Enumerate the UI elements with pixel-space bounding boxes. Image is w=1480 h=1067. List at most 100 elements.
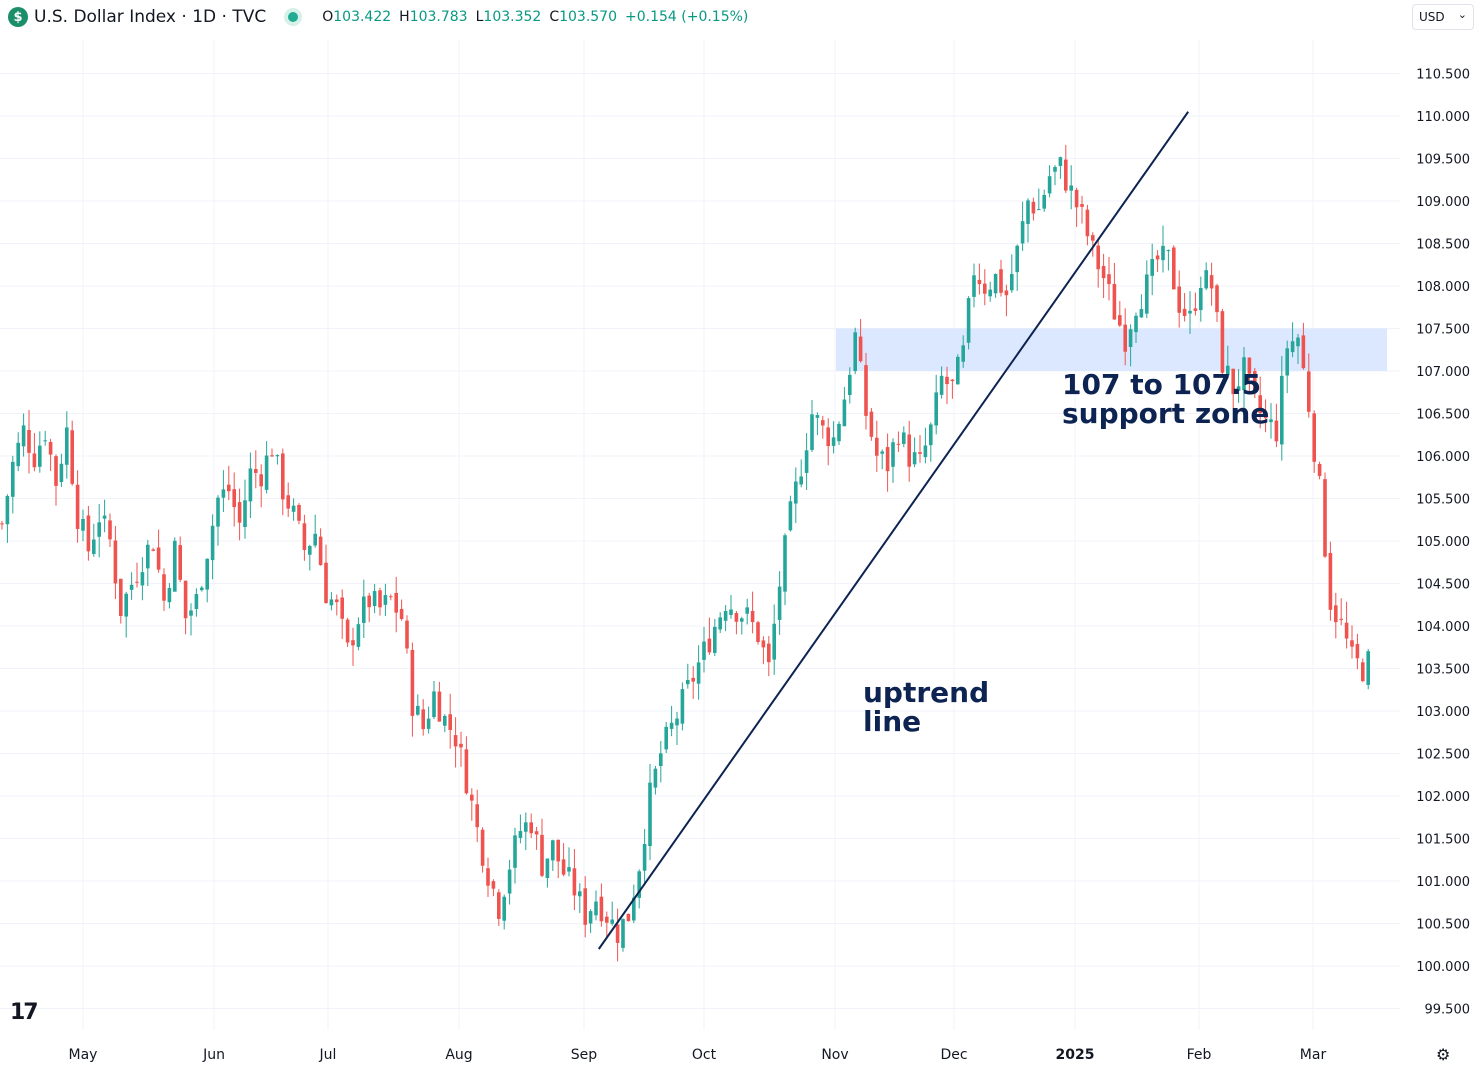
candle-body — [907, 434, 911, 467]
candle-body — [642, 844, 647, 871]
candle-body — [324, 562, 328, 604]
uptrend-label-line2: line — [863, 705, 921, 738]
candle-body — [1220, 311, 1225, 373]
price-axis[interactable]: 99.500 100.000 100.500 101.000 101.500 102.00… — [1416, 68, 1470, 1018]
candle-body — [864, 365, 868, 416]
candle-body — [961, 345, 965, 362]
candle-body — [1177, 286, 1181, 313]
candle-body — [227, 484, 231, 492]
candle-body — [173, 540, 177, 592]
candle-body — [945, 376, 949, 385]
x-tick-label: Jun — [202, 1047, 225, 1063]
candle-body — [1269, 419, 1273, 423]
candle-body — [221, 489, 226, 498]
candle-body — [966, 298, 971, 343]
y-tick-label: 108.000 — [1416, 280, 1470, 295]
candle-body — [767, 643, 771, 663]
candle-body — [804, 450, 809, 473]
candle-body — [675, 718, 679, 726]
settings-icon[interactable]: ⚙ — [1436, 1045, 1451, 1064]
candle-body — [248, 468, 253, 502]
candle-body — [993, 273, 998, 294]
candle-body — [275, 455, 280, 457]
ohlc-close: C103.570 — [549, 9, 617, 25]
currency-select[interactable]: USD ⌄ — [1412, 4, 1474, 30]
tradingview-logo[interactable]: 17 — [10, 1000, 39, 1025]
candle-body — [896, 443, 901, 445]
candle-body — [254, 469, 258, 473]
candle-body — [70, 430, 74, 484]
candle-body — [518, 831, 523, 838]
candle-body — [475, 804, 479, 828]
candle-body — [119, 578, 123, 616]
dollar-icon[interactable]: $ — [8, 7, 28, 27]
candle-body — [956, 356, 960, 385]
candle-body — [432, 691, 436, 718]
price-change: +0.154 (+0.15%) — [625, 9, 749, 25]
y-tick-label: 102.500 — [1416, 748, 1470, 763]
y-tick-label: 110.000 — [1416, 110, 1470, 125]
candle-body — [1204, 270, 1208, 289]
candle-body — [1004, 290, 1009, 296]
candle-body — [1172, 247, 1176, 290]
candle-body — [410, 649, 415, 716]
candle-body — [718, 617, 722, 630]
candle-body — [1199, 288, 1203, 311]
candle-body — [626, 913, 631, 922]
candle-body — [918, 452, 922, 454]
candle-body — [664, 726, 668, 750]
candle-body — [1350, 640, 1354, 647]
candle-body — [1323, 479, 1327, 557]
y-tick-label: 109.000 — [1416, 195, 1470, 210]
candle-body — [1247, 357, 1252, 374]
market-status-icon[interactable] — [288, 12, 299, 22]
candle-body — [1215, 285, 1219, 313]
symbol-title[interactable]: U.S. Dollar Index · 1D · TVC — [34, 7, 267, 27]
candle-body — [27, 429, 31, 453]
candle-body — [1145, 274, 1149, 314]
candle-body — [1042, 194, 1046, 209]
candle-body — [405, 620, 409, 649]
candle-body — [848, 374, 852, 395]
time-axis[interactable]: May Jun Jul Aug Sep Oct Nov Dec 2025 Feb Mar — [69, 1047, 1327, 1063]
y-tick-label: 110.500 — [1416, 68, 1470, 83]
candle-body — [750, 610, 755, 623]
support-zone-label-line2: support zone — [1062, 397, 1269, 430]
candle-body — [1010, 273, 1014, 291]
candle-body — [869, 411, 874, 437]
candle-body — [540, 834, 544, 876]
candle-body — [200, 587, 204, 591]
candle-body — [1074, 189, 1079, 208]
y-tick-label: 102.000 — [1416, 790, 1470, 805]
candle-body — [1361, 662, 1365, 682]
candle-body — [594, 901, 598, 916]
candle-body — [480, 829, 485, 866]
candle-body — [578, 891, 582, 897]
candle-body — [1123, 324, 1127, 352]
candle-body — [297, 504, 301, 521]
candle-body — [556, 839, 560, 862]
candle-body — [950, 379, 955, 382]
candle-body — [1253, 371, 1257, 393]
candle-body — [653, 768, 658, 788]
candle-body — [734, 612, 739, 622]
ohlc-high: H103.783 — [399, 9, 468, 25]
candle-body — [1069, 185, 1073, 191]
x-tick-label: Oct — [692, 1047, 717, 1063]
candle-body — [551, 840, 555, 861]
x-tick-label: Dec — [940, 1047, 967, 1063]
candle-body — [286, 495, 290, 509]
candle-body — [113, 540, 118, 584]
candle-body — [1166, 250, 1171, 252]
candle-body — [497, 892, 501, 919]
candle-body — [815, 415, 820, 418]
candle-body — [48, 442, 53, 455]
candle-body — [340, 597, 344, 619]
uptrend-label-line1: uptrend — [863, 676, 989, 709]
candle-body — [237, 502, 242, 523]
y-tick-label: 100.500 — [1416, 918, 1470, 933]
candle-body — [11, 461, 15, 497]
candle-body — [567, 867, 571, 872]
candle-body — [610, 919, 614, 924]
